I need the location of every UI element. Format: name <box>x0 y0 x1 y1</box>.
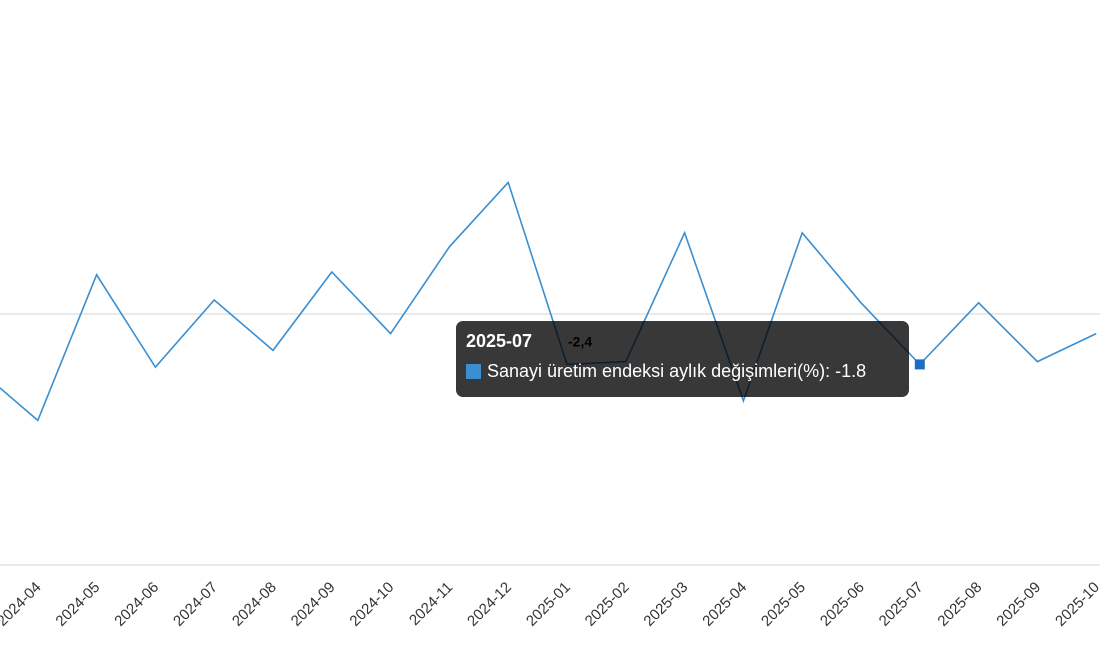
tooltip-series-swatch <box>466 363 481 379</box>
x-tick-label-2025-01: 2025-01 <box>523 579 574 630</box>
data-point-2024-10[interactable] <box>385 328 397 340</box>
tooltip-separator: : <box>825 361 836 381</box>
series-line <box>0 180 1097 422</box>
x-tick-label-2025-08: 2025-08 <box>934 579 985 630</box>
data-point-2024-06[interactable] <box>149 361 161 373</box>
x-tick-label-2024-05: 2024-05 <box>52 579 103 630</box>
data-point-2025-10[interactable] <box>1090 328 1100 340</box>
x-tick-label-2024-11: 2024-11 <box>406 579 456 629</box>
x-tick-label-2025-03: 2025-03 <box>640 579 691 630</box>
tooltip: 2025-07 Sanayi üretim endeksi aylık deği… <box>456 321 909 397</box>
x-tick-label-2025-05: 2025-05 <box>758 579 809 630</box>
tooltip-series-name: Sanayi üretim endeksi aylık değişimleri(… <box>487 361 826 381</box>
x-tick-layer: 2024-04 2024-05 2024-06 2024-07 2024-08 2024-… <box>0 579 1100 630</box>
x-tick-label-2025-02: 2025-02 <box>582 579 633 630</box>
data-point-2025-08[interactable] <box>973 297 985 309</box>
x-tick-label-2025-09: 2025-09 <box>993 579 1044 630</box>
data-point-2024-05[interactable] <box>91 269 103 281</box>
x-tick-label-2025-07: 2025-07 <box>876 579 927 630</box>
data-point-2024-12[interactable] <box>502 176 514 188</box>
x-tick-label-2024-12: 2024-12 <box>464 579 515 630</box>
x-tick-label-2025-06: 2025-06 <box>817 579 868 630</box>
x-tick-label-2024-06: 2024-06 <box>111 579 162 630</box>
tooltip-value: -1.8 <box>835 361 867 381</box>
data-point-2025-03[interactable] <box>679 227 691 239</box>
tooltip-title: 2025-07 <box>466 331 533 351</box>
x-tick-label-2024-09: 2024-09 <box>288 579 339 630</box>
data-point-2025-06[interactable] <box>855 297 867 309</box>
x-tick-label-2025-10: 2025-10 <box>1052 579 1100 630</box>
data-point-2024-04[interactable] <box>32 414 44 426</box>
tooltip-row: Sanayi üretim endeksi aylık değişimleri(… <box>466 360 899 382</box>
data-point-2024-11[interactable] <box>443 241 455 253</box>
data-point-2025-05[interactable] <box>796 227 808 239</box>
data-point-2024-08[interactable] <box>267 344 279 356</box>
x-tick-label-2025-04: 2025-04 <box>699 579 750 630</box>
x-tick-label-2024-08: 2024-08 <box>229 579 280 630</box>
x-tick-label-2024-04: 2024-04 <box>0 579 45 630</box>
data-point-2024-07[interactable] <box>208 294 220 306</box>
data-point-2024-09[interactable] <box>326 266 338 278</box>
highlighted-point[interactable] <box>914 359 925 370</box>
data-point-2025-09[interactable] <box>1031 356 1043 368</box>
x-tick-label-2024-07: 2024-07 <box>170 579 221 630</box>
series-layer <box>0 176 1100 426</box>
x-tick-label-2024-10: 2024-10 <box>346 579 397 630</box>
